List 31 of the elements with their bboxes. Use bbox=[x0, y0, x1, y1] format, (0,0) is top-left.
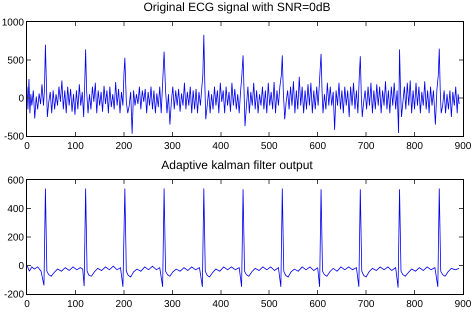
x-tick-label: 400 bbox=[212, 299, 230, 310]
x-tick-label: 900 bbox=[454, 299, 472, 310]
x-tick-label: 600 bbox=[309, 299, 326, 310]
chart-title: Adaptive kalman filter output bbox=[161, 158, 314, 172]
y-tick-label: 200 bbox=[7, 232, 24, 244]
x-tick-label: 700 bbox=[358, 299, 375, 310]
y-tick-label: 0 bbox=[18, 94, 24, 104]
y-tick-label: -200 bbox=[4, 290, 24, 300]
x-tick-label: 200 bbox=[116, 299, 133, 310]
x-tick-label: 300 bbox=[164, 141, 182, 152]
line-series bbox=[27, 188, 460, 288]
y-tick-label: -500 bbox=[4, 132, 24, 142]
y-tick-label: 600 bbox=[7, 176, 24, 186]
x-tick-label: 500 bbox=[260, 299, 278, 310]
y-tick-label: 400 bbox=[7, 204, 24, 215]
y-tick-label: 0 bbox=[18, 261, 24, 272]
x-tick-label: 800 bbox=[406, 141, 424, 152]
x-tick-label: 300 bbox=[164, 299, 182, 310]
chart-title: Original ECG signal with SNR=0dB bbox=[143, 0, 331, 14]
x-tick-label: 500 bbox=[260, 141, 278, 152]
x-tick-label: 800 bbox=[406, 299, 424, 310]
y-tick-label: 1000 bbox=[2, 18, 24, 28]
x-tick-label: 600 bbox=[309, 141, 326, 152]
x-tick-label: 200 bbox=[116, 141, 133, 152]
line-series bbox=[27, 34, 460, 134]
x-tick-label: 700 bbox=[358, 141, 375, 152]
x-tick-label: 100 bbox=[67, 299, 84, 310]
x-tick-label: 400 bbox=[212, 141, 230, 152]
x-tick-label: 100 bbox=[67, 141, 84, 152]
x-tick-label: 900 bbox=[454, 141, 472, 152]
y-tick-label: 500 bbox=[7, 56, 24, 66]
